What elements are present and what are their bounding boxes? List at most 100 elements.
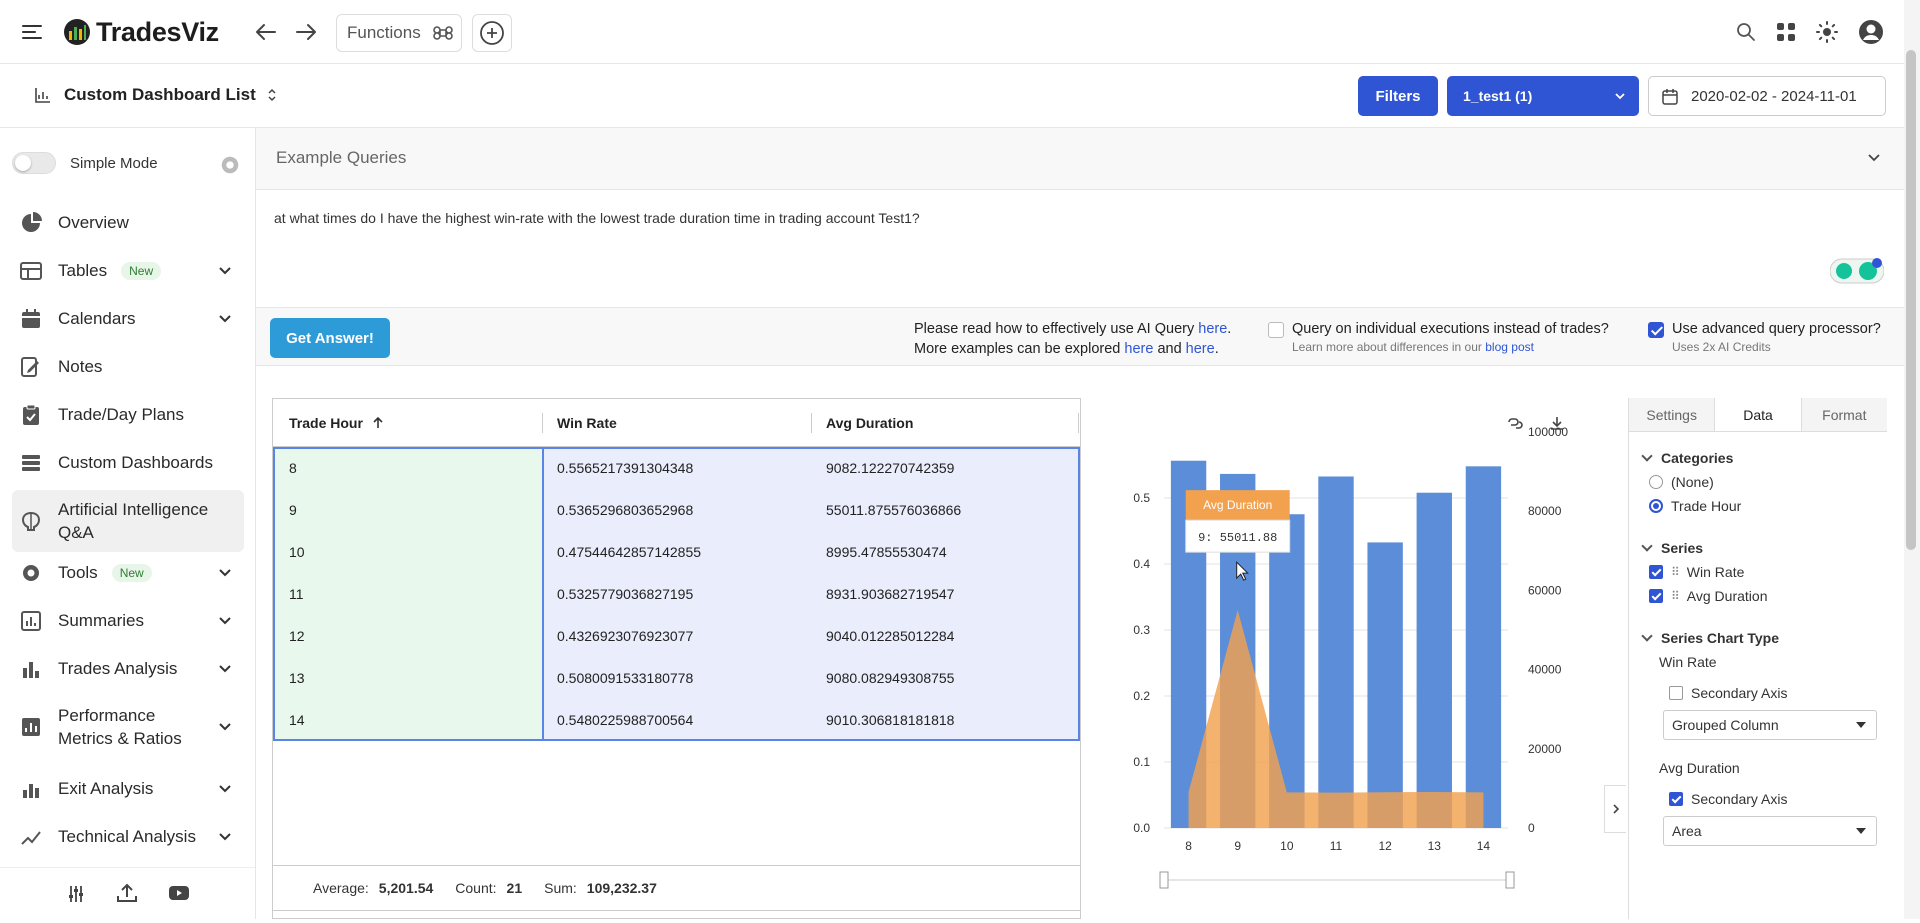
tab-format[interactable]: Format (1801, 398, 1887, 431)
drag-handle-icon[interactable]: ⠿ (1671, 589, 1680, 603)
column-separator[interactable] (811, 413, 812, 433)
table-row[interactable]: 14 0.5480225988700564 9010.306818181818 (273, 699, 1080, 741)
back-arrow-icon[interactable] (252, 18, 280, 46)
youtube-icon[interactable] (168, 883, 190, 903)
column-separator[interactable] (542, 413, 543, 433)
cell-win-rate[interactable]: 0.5080091533180778 (543, 657, 812, 699)
sliders-icon[interactable] (66, 884, 86, 904)
categories-section-header[interactable]: Categories (1643, 450, 1733, 466)
sidebar-item-overview[interactable]: Overview (12, 202, 244, 244)
cell-avg-duration[interactable]: 8931.903682719547 (812, 573, 1080, 615)
drag-handle-icon[interactable]: ⠿ (1671, 565, 1680, 579)
grammarly-icon[interactable] (1830, 258, 1884, 284)
functions-button[interactable]: Functions (336, 14, 462, 52)
get-answer-button[interactable]: Get Answer! (270, 318, 390, 358)
page-scrollbar-thumb[interactable] (1906, 50, 1916, 550)
cell-trade-hour[interactable]: 13 (273, 657, 543, 699)
sidebar-item-exit-analysis[interactable]: Exit Analysis (12, 768, 244, 810)
checkbox[interactable] (1649, 565, 1663, 579)
cell-trade-hour[interactable]: 12 (273, 615, 543, 657)
table-row[interactable]: 13 0.5080091533180778 9080.082949308755 (273, 657, 1080, 699)
link-icon[interactable] (1508, 418, 1523, 429)
sidebar-item-tables[interactable]: Tables New (12, 250, 244, 292)
cell-avg-duration[interactable]: 55011.875576036866 (812, 489, 1080, 531)
sidebar-item-summaries[interactable]: Summaries (12, 600, 244, 642)
upload-icon[interactable] (116, 882, 138, 904)
radio-button[interactable] (1649, 475, 1663, 489)
sidebar-item-performance-metrics[interactable]: Performance Metrics & Ratios (12, 696, 244, 758)
logo[interactable]: TradesViz (62, 14, 219, 50)
toggle-switch[interactable] (12, 152, 56, 174)
cell-avg-duration[interactable]: 9082.122270742359 (812, 447, 1080, 489)
series-chart-type-header[interactable]: Series Chart Type (1643, 630, 1779, 646)
date-range-picker[interactable]: 2020-02-02 - 2024-11-01 (1648, 76, 1886, 116)
cell-avg-duration[interactable]: 8995.47855530474 (812, 531, 1080, 573)
dashboard-selector[interactable]: Custom Dashboard List (34, 85, 278, 105)
series-item-win-rate[interactable]: ⠿ Win Rate (1649, 564, 1744, 580)
help-link-3[interactable]: here (1185, 341, 1215, 357)
combo-chart[interactable]: 0.0 0.1 0.2 0.3 0.4 0.5 0 20000 40000 60000 80000 1… (1082, 398, 1882, 919)
cell-win-rate[interactable]: 0.4326923076923077 (543, 615, 812, 657)
table-row[interactable]: 8 0.5565217391304348 9082.122270742359 (273, 447, 1080, 489)
table-row[interactable]: 11 0.5325779036827195 8931.903682719547 (273, 573, 1080, 615)
column-header-win-rate[interactable]: Win Rate (557, 399, 617, 447)
tab-settings[interactable]: Settings (1629, 398, 1716, 431)
winrate-secondary-axis[interactable]: Secondary Axis (1669, 685, 1788, 701)
sidebar-item-tools[interactable]: Tools New (12, 552, 244, 594)
series-section-header[interactable]: Series (1643, 540, 1703, 556)
cell-win-rate[interactable]: 0.5565217391304348 (543, 447, 812, 489)
cell-win-rate[interactable]: 0.5325779036827195 (543, 573, 812, 615)
tab-data[interactable]: Data (1715, 398, 1802, 431)
account-selector[interactable]: 1_test1 (1) (1447, 76, 1639, 116)
cell-trade-hour[interactable]: 14 (273, 699, 543, 741)
sidebar-item-notes[interactable]: Notes (12, 346, 244, 388)
forward-arrow-icon[interactable] (292, 18, 320, 46)
blog-post-link[interactable]: blog post (1485, 340, 1534, 354)
menu-icon[interactable] (20, 20, 44, 44)
filters-button[interactable]: Filters (1358, 76, 1438, 116)
gear-icon[interactable] (219, 154, 241, 176)
download-icon[interactable] (1551, 417, 1563, 430)
sidebar-item-custom-dashboards[interactable]: Custom Dashboards (12, 442, 244, 484)
advanced-processor-checkbox[interactable] (1648, 322, 1664, 338)
cell-win-rate[interactable]: 0.5480225988700564 (543, 699, 812, 741)
cell-trade-hour[interactable]: 11 (273, 573, 543, 615)
table-row[interactable]: 10 0.47544642857142855 8995.47855530474 (273, 531, 1080, 573)
user-avatar-icon[interactable] (1857, 18, 1885, 46)
sidebar-item-ai-qa[interactable]: Artificial Intelligence Q&A (12, 490, 244, 552)
checkbox[interactable] (1669, 792, 1683, 806)
cell-avg-duration[interactable]: 9080.082949308755 (812, 657, 1080, 699)
category-option-trade-hour[interactable]: Trade Hour (1649, 498, 1741, 514)
example-queries-header[interactable]: Example Queries (256, 128, 1904, 190)
avgdur-chart-type-select[interactable]: Area (1663, 816, 1877, 846)
column-header-avg-duration[interactable]: Avg Duration (826, 399, 913, 447)
help-link-2[interactable]: here (1124, 341, 1154, 357)
winrate-chart-type-select[interactable]: Grouped Column (1663, 710, 1877, 740)
cell-win-rate[interactable]: 0.47544642857142855 (543, 531, 812, 573)
panel-expand-button[interactable] (1604, 785, 1626, 833)
sidebar-item-trade-day-plans[interactable]: Trade/Day Plans (12, 394, 244, 436)
add-button[interactable] (472, 14, 512, 52)
cell-trade-hour[interactable]: 8 (273, 447, 543, 489)
search-icon[interactable] (1734, 20, 1758, 44)
avgdur-secondary-axis[interactable]: Secondary Axis (1669, 791, 1788, 807)
table-row[interactable]: 9 0.5365296803652968 55011.875576036866 (273, 489, 1080, 531)
checkbox[interactable] (1669, 686, 1683, 700)
individual-executions-checkbox[interactable] (1268, 322, 1284, 338)
simple-mode-toggle[interactable]: Simple Mode (12, 152, 158, 174)
cell-avg-duration[interactable]: 9010.306818181818 (812, 699, 1080, 741)
cell-avg-duration[interactable]: 9040.012285012284 (812, 615, 1080, 657)
sidebar-item-technical-analysis[interactable]: Technical Analysis (12, 816, 244, 858)
help-link-1[interactable]: here (1198, 321, 1228, 337)
column-separator[interactable] (1078, 413, 1079, 433)
column-header-trade-hour[interactable]: Trade Hour (289, 399, 385, 447)
cell-trade-hour[interactable]: 9 (273, 489, 543, 531)
query-textarea[interactable]: at what times do I have the highest win-… (256, 190, 1904, 308)
category-option-none[interactable]: (None) (1649, 474, 1714, 490)
series-item-avg-duration[interactable]: ⠿ Avg Duration (1649, 588, 1767, 604)
radio-button[interactable] (1649, 499, 1663, 513)
theme-sun-icon[interactable] (1815, 20, 1839, 44)
table-row[interactable]: 12 0.4326923076923077 9040.012285012284 (273, 615, 1080, 657)
sidebar-item-calendars[interactable]: Calendars (12, 298, 244, 340)
cell-win-rate[interactable]: 0.5365296803652968 (543, 489, 812, 531)
